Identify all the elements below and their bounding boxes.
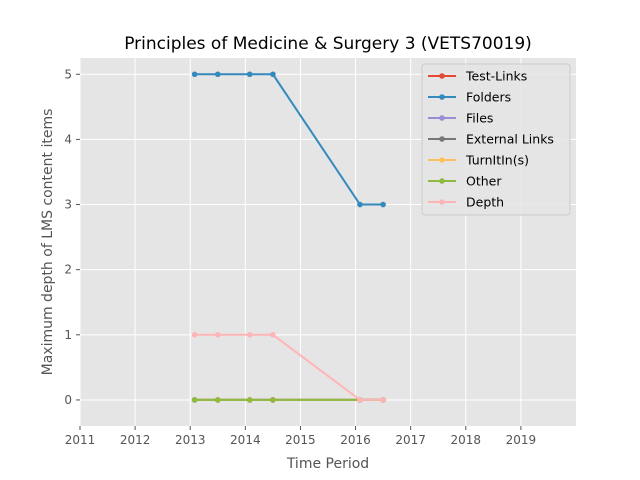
legend-item: Other	[428, 174, 502, 189]
x-tick-label: 2017	[395, 433, 426, 447]
y-tick-label: 1	[64, 328, 72, 342]
legend-label: Folders	[466, 90, 511, 105]
data-point	[191, 397, 198, 403]
legend-item: Depth	[428, 195, 504, 210]
data-point	[191, 71, 198, 78]
legend-label: TurnItIn(s)	[465, 153, 529, 168]
legend-item: Folders	[428, 90, 511, 105]
legend-label: Other	[466, 174, 502, 189]
legend-item: TurnItIn(s)	[428, 153, 529, 168]
legend-label: Test-Links	[465, 69, 527, 84]
legend-marker	[439, 73, 445, 79]
legend-label: Files	[466, 111, 493, 126]
series-line	[194, 333, 384, 401]
x-axis-label: Time Period	[286, 456, 369, 472]
legend-marker	[439, 157, 445, 163]
data-point	[380, 397, 386, 403]
data-point	[191, 332, 198, 338]
legend-marker	[439, 136, 445, 142]
x-tick-label: 2013	[175, 433, 206, 447]
y-tick-label: 3	[64, 198, 72, 212]
data-point	[246, 397, 253, 403]
legend-box	[421, 63, 571, 216]
legend-marker	[439, 178, 445, 184]
series-layer	[191, 71, 386, 403]
y-tick-label: 4	[64, 132, 72, 146]
data-point	[270, 397, 276, 403]
y-tick-label: 0	[64, 393, 72, 407]
data-point	[380, 201, 386, 208]
x-tick-label: 2016	[340, 433, 371, 447]
x-tick-label: 2018	[451, 433, 482, 447]
data-point	[214, 397, 221, 403]
legend: Test-Links Folders Files External Links Turn…	[421, 63, 571, 216]
data-point	[214, 332, 221, 338]
x-tick-label: 2015	[285, 433, 316, 447]
y-tick-label: 5	[64, 67, 72, 81]
data-point	[214, 71, 221, 78]
chart-title: Principles of Medicine & Surgery 3 (VETS…	[124, 34, 532, 54]
x-tick-label: 2019	[506, 433, 537, 447]
series-depth	[191, 332, 386, 403]
legend-label: Depth	[466, 195, 504, 210]
x-tick-label: 2011	[65, 433, 96, 447]
data-point	[357, 397, 363, 403]
legend-item: Files	[428, 111, 493, 126]
x-axis-ticks: 2011 2012 2013 2014 2015 2016 2017 2018 2019	[65, 426, 536, 447]
legend-item: External Links	[428, 132, 554, 147]
data-point	[357, 201, 363, 208]
y-axis-ticks: 0 1 2 3 4 5	[64, 67, 80, 407]
y-axis-label: Maximum depth of LMS content items	[40, 109, 56, 376]
data-point	[270, 332, 276, 338]
legend-item: Test-Links	[428, 69, 527, 84]
data-point	[246, 332, 253, 338]
x-tick-label: 2012	[120, 433, 151, 447]
series-line	[194, 73, 384, 206]
y-tick-label: 2	[64, 263, 72, 277]
legend-marker	[439, 199, 445, 205]
legend-marker	[439, 115, 445, 121]
x-tick-label: 2014	[230, 433, 261, 447]
legend-marker	[439, 94, 445, 100]
data-point	[270, 71, 276, 78]
series-folders	[191, 71, 386, 208]
legend-label: External Links	[466, 132, 554, 147]
data-point	[246, 71, 253, 78]
